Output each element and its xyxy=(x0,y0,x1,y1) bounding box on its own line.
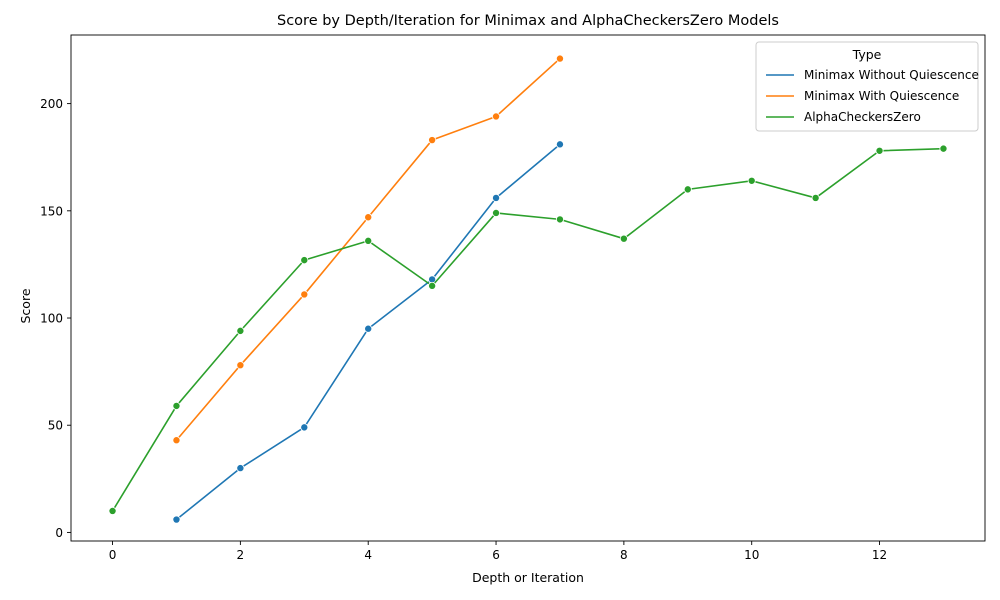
data-point xyxy=(236,326,245,335)
axes-frame xyxy=(70,34,986,542)
legend-entry: Minimax Without Quiescence xyxy=(804,68,979,82)
plot-area: 0 2 4 6 8 10 12 0 50 100 150 200 xyxy=(40,34,986,562)
data-point xyxy=(364,324,373,333)
data-point xyxy=(619,234,628,243)
legend-title: Type xyxy=(852,47,882,62)
x-tick-label: 12 xyxy=(872,548,887,562)
y-tick-label: 200 xyxy=(40,97,63,111)
legend-entry: Minimax With Quiescence xyxy=(804,89,959,103)
y-tick-label: 50 xyxy=(48,419,63,433)
y-tick-label: 0 xyxy=(55,526,63,540)
data-point xyxy=(492,193,501,202)
data-point xyxy=(683,185,692,194)
data-point xyxy=(428,136,437,145)
data-point xyxy=(875,146,884,155)
data-point xyxy=(428,281,437,290)
x-tick-label: 0 xyxy=(109,548,117,562)
x-tick-label: 4 xyxy=(364,548,372,562)
data-point xyxy=(555,140,564,149)
data-point xyxy=(555,54,564,63)
data-point xyxy=(555,215,564,224)
x-tick-label: 6 xyxy=(492,548,500,562)
series-line-3 xyxy=(111,147,944,512)
data-point xyxy=(236,464,245,473)
data-point xyxy=(492,208,501,217)
chart-title: Score by Depth/Iteration for Minimax and… xyxy=(277,13,779,29)
legend-box xyxy=(755,41,979,132)
x-tick-label: 8 xyxy=(620,548,628,562)
y-tick-label: 100 xyxy=(40,312,63,326)
data-point xyxy=(747,176,756,185)
x-tick-label: 2 xyxy=(237,548,245,562)
data-point xyxy=(172,515,181,524)
y-axis-label: Score xyxy=(18,288,33,323)
data-point xyxy=(236,361,245,370)
data-point xyxy=(300,290,309,299)
data-point xyxy=(300,256,309,265)
data-point xyxy=(364,236,373,245)
data-point xyxy=(108,506,117,515)
legend-entry: AlphaCheckersZero xyxy=(804,110,921,124)
data-point xyxy=(364,213,373,222)
data-point xyxy=(811,193,820,202)
y-tick-label: 150 xyxy=(40,204,63,218)
data-point xyxy=(172,401,181,410)
legend: Type Minimax Without Quiescence Minimax Wi… xyxy=(755,41,979,132)
data-point xyxy=(492,112,501,121)
x-tick-label: 10 xyxy=(744,548,759,562)
data-point xyxy=(939,144,948,153)
data-point xyxy=(172,436,181,445)
data-point xyxy=(300,423,309,432)
x-axis-label: Depth or Iteration xyxy=(472,570,584,585)
